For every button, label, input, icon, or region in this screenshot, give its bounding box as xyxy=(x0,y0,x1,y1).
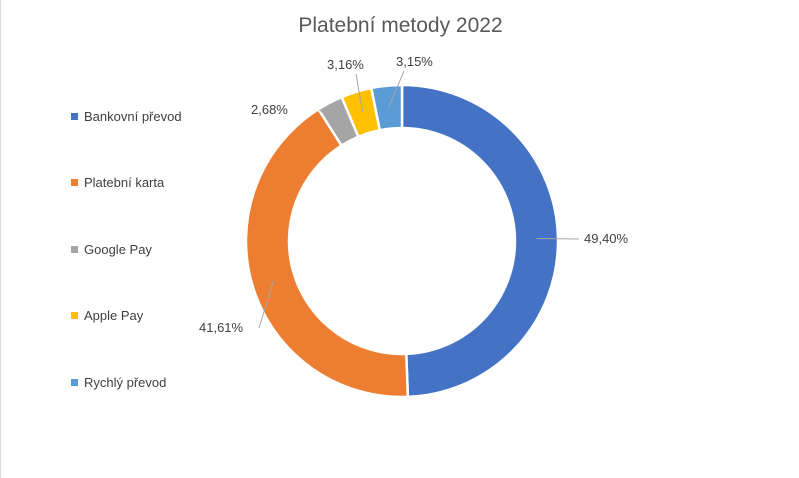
data-label: 49,40% xyxy=(584,231,629,246)
legend-entry[interactable]: Platební karta xyxy=(71,173,231,193)
legend: Bankovní převod Platební karta Google Pa… xyxy=(71,106,231,439)
data-label: 3,15% xyxy=(396,54,433,69)
legend-label: Apple Pay xyxy=(84,308,144,323)
legend-entry[interactable]: Apple Pay xyxy=(71,306,231,326)
legend-label: Bankovní převod xyxy=(84,108,182,124)
data-label: 41,61% xyxy=(199,320,244,335)
legend-swatch xyxy=(71,179,78,186)
donut-slice[interactable] xyxy=(369,83,404,132)
donut-slice[interactable] xyxy=(244,107,410,399)
leader-line xyxy=(318,109,341,123)
chart-title: Platební metody 2022 xyxy=(298,14,503,37)
legend-swatch xyxy=(71,312,78,319)
legend-swatch xyxy=(71,245,78,253)
data-label: 2,68% xyxy=(251,102,288,117)
leader-line xyxy=(258,280,275,329)
legend-label: Google Pay xyxy=(84,241,152,257)
legend-label: Rychlý převod xyxy=(84,374,167,390)
legend-entry[interactable]: Rychlý převod xyxy=(71,372,231,392)
legend-label: Platební karta xyxy=(84,175,165,190)
data-label: 3,16% xyxy=(327,57,364,72)
leader-line xyxy=(355,73,364,113)
legend-entry[interactable]: Google Pay xyxy=(71,239,231,259)
leader-line xyxy=(536,237,580,240)
legend-entry[interactable]: Bankovní převod xyxy=(71,106,231,126)
donut-slice[interactable] xyxy=(400,83,560,399)
legend-swatch xyxy=(71,112,78,120)
leader-line xyxy=(388,70,405,108)
legend-swatch xyxy=(71,378,78,386)
